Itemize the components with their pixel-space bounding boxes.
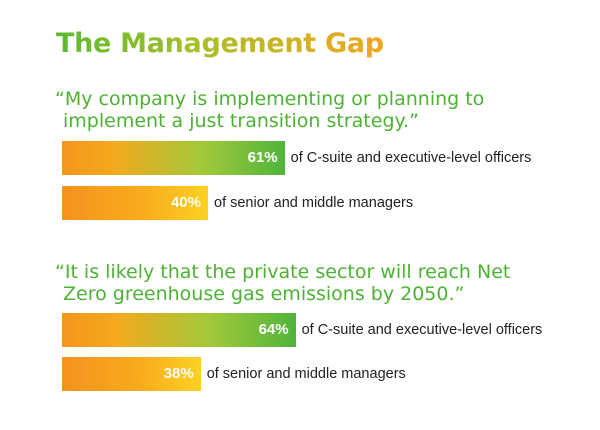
q1-exec-row: 61% of C-suite and executive-level offic… [62, 141, 531, 175]
q2-mgr-category-label: of senior and middle managers [207, 366, 406, 382]
q1-exec-value-label: 61% [248, 141, 278, 175]
q2-mgr-value-label: 38% [164, 357, 194, 391]
q2-exec-value-label: 64% [259, 313, 289, 347]
question-2-line-1: “It is likely that the private sector wi… [55, 261, 510, 283]
q2-exec-category-label: of C-suite and executive-level officers [302, 322, 543, 338]
question-1-line-2: implement a just transition strategy.” [55, 110, 484, 132]
question-2: “It is likely that the private sector wi… [55, 261, 510, 305]
q1-mgr-value-label: 40% [171, 186, 201, 220]
question-1: “My company is implementing or planning … [55, 88, 484, 132]
page-title: The Management Gap [56, 28, 384, 59]
question-1-line-1: “My company is implementing or planning … [55, 88, 484, 110]
q1-mgr-bar: 40% [62, 186, 208, 220]
q1-exec-bar: 61% [62, 141, 285, 175]
q1-mgr-row: 40% of senior and middle managers [62, 186, 413, 220]
q2-exec-bar: 64% [62, 313, 296, 347]
q1-exec-category-label: of C-suite and executive-level officers [291, 150, 532, 166]
q1-mgr-category-label: of senior and middle managers [214, 195, 413, 211]
q2-mgr-row: 38% of senior and middle managers [62, 357, 406, 391]
q2-exec-row: 64% of C-suite and executive-level offic… [62, 313, 542, 347]
question-2-line-2: Zero greenhouse gas emissions by 2050.” [55, 283, 510, 305]
q2-mgr-bar: 38% [62, 357, 201, 391]
